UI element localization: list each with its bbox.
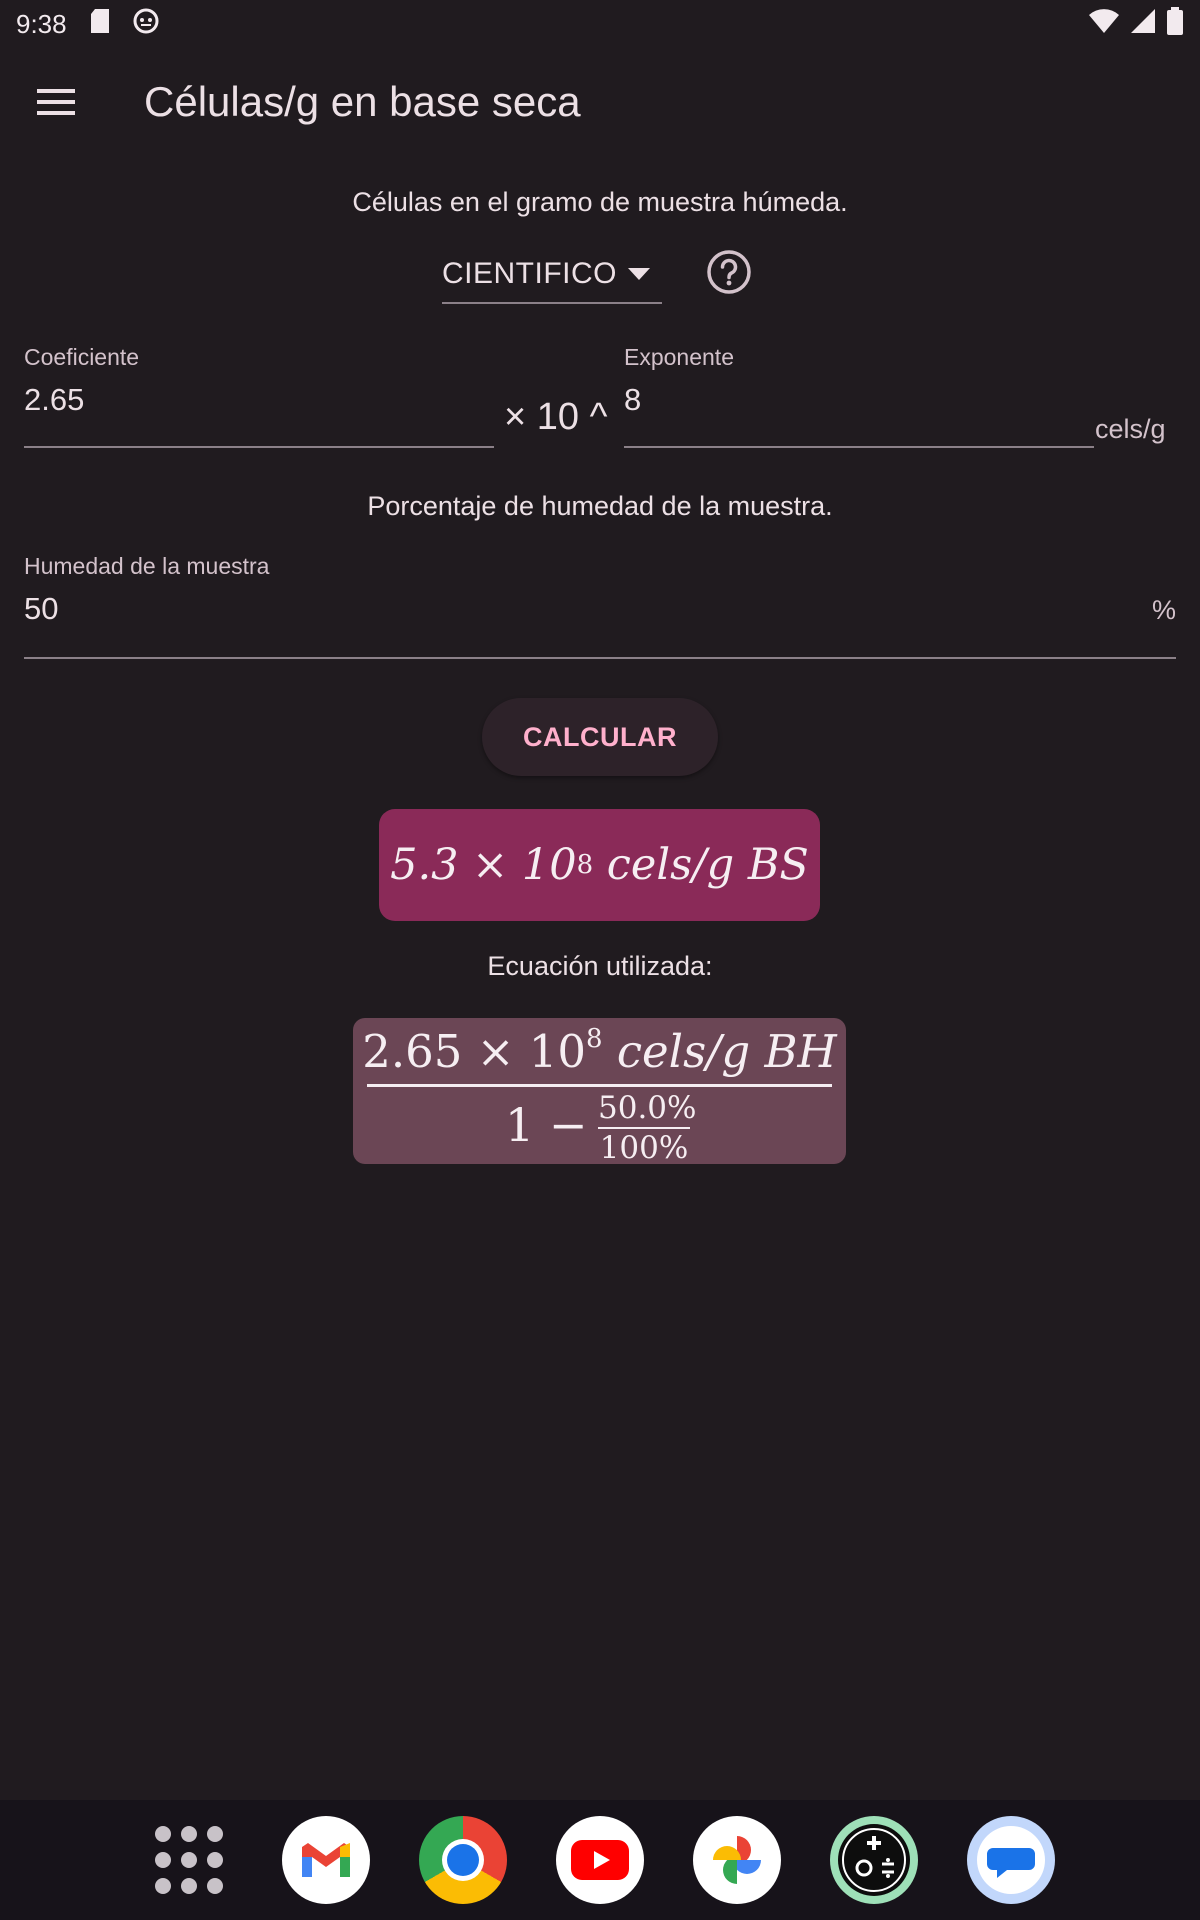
- app-dock: [0, 1800, 1200, 1920]
- fraction-bottom: 100%: [599, 1130, 689, 1166]
- equation-caption: Ecuación utilizada:: [487, 951, 713, 981]
- equation-numerator-unit: cels/g BH: [602, 1025, 837, 1078]
- help-button[interactable]: [706, 249, 752, 295]
- cells-unit-label: cels/g: [1095, 414, 1166, 444]
- fraction-top: 50.0%: [598, 1090, 697, 1126]
- app-drawer-icon[interactable]: [145, 1816, 233, 1904]
- exponent-input[interactable]: [624, 382, 1094, 418]
- app-bar: Células/g en base seca: [0, 48, 1200, 158]
- humidity-instruction: Porcentaje de humedad de la muestra.: [367, 491, 833, 521]
- page-title: Células/g en base seca: [144, 78, 581, 125]
- debug-cat-icon: [133, 8, 159, 41]
- help-circle-icon: [707, 250, 751, 294]
- coefficient-field: Coeficiente: [24, 344, 494, 448]
- equation-denominator-fraction: 50.0% 100%: [598, 1090, 697, 1166]
- fraction-bar: [367, 1084, 832, 1087]
- status-bar: 9:38: [0, 0, 1200, 48]
- inner-fraction-bar: [598, 1127, 690, 1129]
- result-unit: cels/g BS: [593, 840, 809, 890]
- wifi-icon: [1088, 8, 1120, 41]
- menu-button[interactable]: [28, 78, 84, 126]
- format-dropdown-value: CIENTIFICO: [442, 257, 617, 290]
- times-ten-label: × 10 ^: [504, 396, 608, 438]
- coefficient-input[interactable]: [24, 382, 494, 418]
- signal-icon: [1130, 8, 1156, 41]
- format-dropdown[interactable]: CIENTIFICO: [442, 246, 662, 304]
- result-display: 5.3 × 10 8 cels/g BS: [379, 809, 820, 921]
- equation-display: 2.65 × 108 cels/g BH 1 − 50.0% 100%: [353, 1018, 846, 1166]
- youtube-icon[interactable]: [556, 1816, 644, 1904]
- equation-numerator-exponent: 8: [586, 1024, 603, 1054]
- gmail-icon[interactable]: [282, 1816, 370, 1904]
- equation-numerator-mantissa: 2.65 × 10: [362, 1025, 586, 1078]
- humidity-input[interactable]: [24, 591, 1104, 627]
- messages-icon[interactable]: [967, 1816, 1055, 1904]
- photos-icon[interactable]: [693, 1816, 781, 1904]
- exponent-label: Exponente: [624, 344, 734, 370]
- calculator-app-icon[interactable]: [830, 1816, 918, 1904]
- equation-numerator: 2.65 × 108 cels/g BH: [353, 1024, 846, 1078]
- chrome-icon[interactable]: [419, 1816, 507, 1904]
- chevron-down-icon: [628, 268, 650, 280]
- menu-icon: [37, 89, 75, 115]
- exponent-field: Exponente: [624, 344, 1094, 448]
- coefficient-label: Coeficiente: [24, 344, 140, 370]
- equation-denominator-one: 1 −: [505, 1098, 588, 1152]
- humidity-label: Humedad de la muestra: [24, 553, 270, 579]
- result-exponent: 8: [576, 850, 594, 880]
- result-mantissa: 5.3 × 10: [390, 840, 577, 890]
- calculate-button[interactable]: CALCULAR: [482, 698, 718, 776]
- status-time: 9:38: [16, 8, 67, 39]
- humidity-field: Humedad de la muestra %: [24, 553, 1176, 659]
- sd-card-icon: [89, 8, 111, 41]
- percent-unit-label: %: [1151, 595, 1176, 625]
- battery-icon: [1166, 6, 1184, 42]
- wet-sample-instruction: Células en el gramo de muestra húmeda.: [352, 187, 848, 217]
